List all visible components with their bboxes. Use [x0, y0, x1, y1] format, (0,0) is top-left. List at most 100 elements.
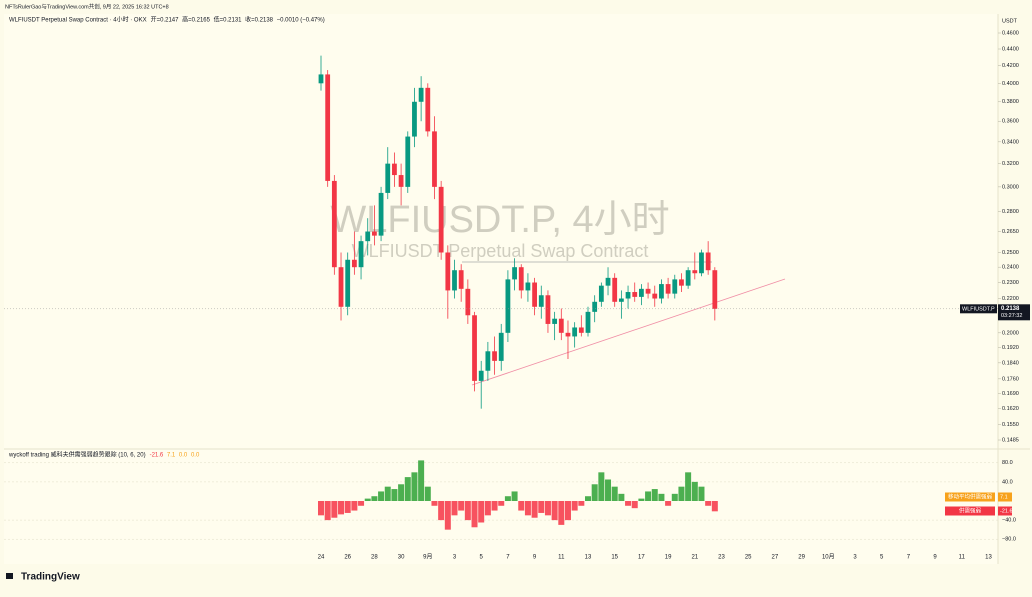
x-tick-label: 26: [344, 555, 351, 561]
plot-background: [4, 14, 998, 564]
y-unit: USDT: [1002, 18, 1018, 24]
badge-name-box: [945, 492, 995, 502]
histogram-bar: [631, 501, 638, 509]
histogram-bar: [605, 479, 612, 501]
candle-body: [438, 186, 444, 253]
histogram-bar: [671, 493, 678, 501]
x-tick-label: 3: [453, 555, 457, 561]
badge-name-box: [945, 506, 995, 516]
y-tick-label: 0.1620: [1002, 406, 1019, 412]
countdown: 03:27:32: [1001, 313, 1022, 319]
candle-body: [645, 288, 651, 294]
histogram-bar: [318, 501, 324, 516]
candle-body: [425, 87, 431, 132]
y-tick-label: 0.1550: [1002, 422, 1019, 428]
histogram-bar: [418, 460, 425, 501]
x-tick-label: 19: [665, 555, 672, 561]
histogram-bar: [438, 501, 445, 521]
histogram-bar: [371, 496, 378, 501]
histogram-bar: [491, 501, 498, 511]
candle-body: [672, 279, 678, 294]
candle-body: [372, 231, 377, 236]
candle-body: [565, 332, 571, 337]
candle-body: [498, 332, 504, 361]
histogram-bar: [578, 501, 585, 506]
x-tick-label: 17: [638, 555, 645, 561]
histogram-bar: [585, 496, 591, 501]
histogram-bar: [645, 491, 652, 501]
histogram-bar: [658, 493, 665, 501]
candle-body: [492, 351, 497, 361]
y-tick-label: 0.2400: [1002, 265, 1019, 271]
candle-body: [385, 163, 391, 193]
histogram-bar: [518, 501, 525, 511]
candle-body: [512, 267, 517, 280]
symbol-badge-label: WLFIUSDT.P: [962, 306, 995, 312]
histogram-bar: [344, 501, 351, 513]
indicator-value: 0.0: [191, 453, 200, 459]
histogram-bar: [538, 501, 545, 513]
ohlc-label: 高=0.2165: [182, 16, 211, 24]
badge-value-box: [998, 506, 1012, 516]
indicator-value: -21.6: [150, 453, 164, 459]
histogram-bar: [571, 501, 578, 511]
candle-body: [378, 192, 384, 236]
y-tick-label: 0.3200: [1002, 161, 1019, 167]
candle-body: [392, 163, 397, 176]
histogram-bar: [498, 501, 505, 506]
indicator-value: 0.0: [179, 453, 188, 459]
candle-body: [472, 315, 477, 381]
histogram-bar: [711, 501, 718, 512]
candle-body: [538, 295, 544, 307]
y-tick-label: 40.0: [1002, 479, 1013, 485]
histogram-bar: [478, 501, 485, 523]
y-tick-label: 0.2200: [1002, 296, 1019, 302]
y-tick-label: 0.3800: [1002, 99, 1019, 105]
histogram-bar: [598, 472, 605, 501]
candle-body: [705, 252, 711, 271]
histogram-bar: [391, 489, 398, 501]
candle-body: [618, 298, 624, 302]
candle-body: [485, 351, 491, 371]
x-tick-label: 29: [798, 555, 805, 561]
histogram-bar: [531, 501, 538, 518]
x-tick-label: 24: [318, 555, 325, 561]
candle-body: [478, 370, 484, 381]
histogram-bar: [451, 501, 458, 516]
candle-body: [331, 180, 337, 268]
candle-body: [325, 74, 331, 181]
histogram-bar: [685, 472, 692, 501]
x-tick-label: 30: [398, 555, 405, 561]
candle-body: [405, 136, 411, 187]
histogram-bar: [378, 491, 385, 501]
candle-body: [432, 131, 437, 187]
indicator-value: 7.1: [167, 453, 176, 459]
histogram-bar: [625, 501, 632, 506]
histogram-bar: [484, 501, 491, 516]
watermark-subtitle: WLFIUSDT Perpetual Swap Contract: [352, 241, 649, 261]
histogram-bar: [458, 501, 465, 511]
x-tick-label: 5: [880, 555, 884, 561]
candle-body: [532, 282, 537, 307]
candle-body: [632, 292, 638, 297]
candle-body: [505, 279, 511, 333]
histogram-bar: [618, 493, 625, 501]
candle-body: [652, 293, 658, 299]
candle-body: [458, 270, 464, 289]
y-tick-label: −40.0: [1002, 518, 1016, 524]
y-tick-label: 0.2800: [1002, 209, 1019, 215]
x-tick-label: 25: [745, 555, 752, 561]
histogram-bar: [431, 501, 438, 506]
histogram-bar: [651, 489, 658, 501]
candle-body: [358, 241, 364, 268]
histogram-bar: [564, 501, 571, 521]
logo-mark: [6, 573, 13, 579]
candle-body: [685, 270, 691, 286]
y-tick-label: 0.2650: [1002, 229, 1019, 235]
candle-body: [418, 87, 424, 102]
histogram-bar: [464, 501, 471, 521]
histogram-bar: [471, 501, 478, 528]
candle-body: [598, 285, 604, 302]
price-badge: [998, 304, 1030, 321]
